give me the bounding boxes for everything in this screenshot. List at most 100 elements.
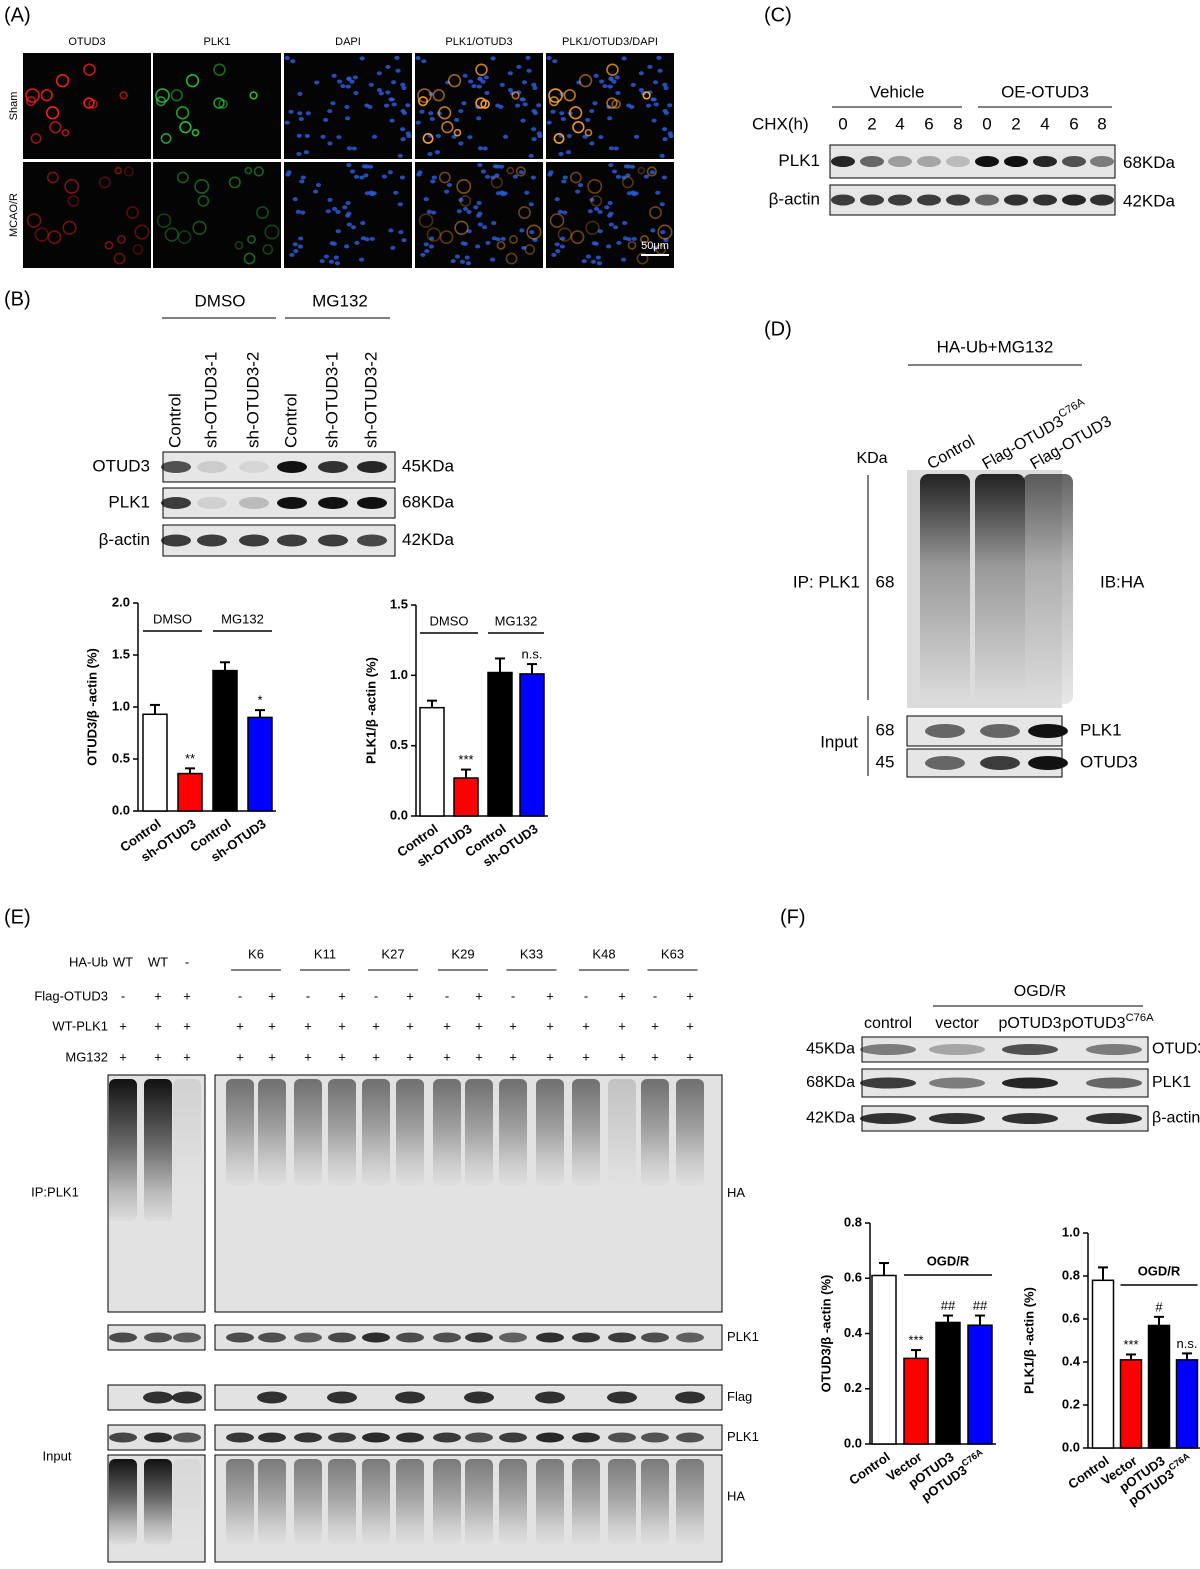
blot-size: 42KDa	[402, 530, 455, 549]
smear	[328, 1079, 356, 1186]
nucleus	[475, 244, 481, 249]
cell	[439, 230, 454, 245]
nucleus	[359, 56, 365, 61]
lane-label: sh-OTUD3-1	[322, 352, 341, 448]
nucleus	[299, 179, 305, 184]
band	[318, 534, 348, 547]
nucleus	[550, 109, 556, 114]
blot-name: OTUD3	[1152, 1041, 1200, 1058]
nucleus	[522, 102, 528, 107]
group-label: OGD/R	[927, 1253, 970, 1268]
cell	[83, 63, 96, 76]
y-tick-label: 0.5	[390, 737, 408, 752]
column-title: PLK1	[204, 36, 231, 48]
lane-label: Control	[165, 393, 184, 448]
bar	[487, 671, 513, 817]
nucleus	[328, 259, 335, 264]
cell	[155, 88, 170, 103]
significance-label: ***	[908, 1333, 923, 1348]
cell	[234, 240, 244, 250]
row-title: Sham	[8, 92, 20, 121]
nucleus	[431, 175, 437, 180]
nucleus	[604, 205, 610, 210]
cell	[569, 171, 582, 184]
nucleus	[476, 116, 482, 121]
y-tick-label: 1.0	[112, 698, 130, 713]
y-tick-label: 0.0	[844, 1435, 862, 1450]
smear	[173, 1459, 201, 1545]
band	[860, 1113, 916, 1124]
nucleus	[524, 190, 530, 195]
cell	[247, 235, 256, 244]
nucleus	[532, 110, 539, 115]
input-label: Input	[820, 732, 858, 751]
cell	[126, 206, 139, 220]
nucleus	[554, 197, 560, 202]
nucleus	[320, 134, 326, 139]
nucleus	[633, 191, 639, 196]
row-label: MG132	[65, 1049, 108, 1064]
smear	[499, 1459, 527, 1545]
nucleus	[484, 90, 490, 95]
column-title: OTUD3	[68, 36, 105, 48]
nucleus	[483, 75, 489, 80]
cell	[432, 89, 445, 102]
cell	[636, 252, 649, 265]
band	[357, 461, 387, 473]
cell	[459, 195, 472, 207]
nucleus	[607, 213, 613, 218]
band	[327, 1391, 357, 1404]
nucleus	[581, 259, 587, 264]
blot-name: PLK1	[727, 1329, 759, 1344]
nucleus	[502, 134, 509, 139]
smear	[572, 1459, 600, 1545]
row-label: WT-PLK1	[52, 1018, 108, 1033]
blot-name: OTUD3	[92, 456, 150, 475]
nucleus	[458, 197, 464, 202]
cell	[49, 121, 62, 134]
nucleus	[607, 116, 613, 121]
nucleus	[395, 68, 401, 73]
nucleus	[352, 75, 358, 80]
blot-size: 68KDa	[1123, 153, 1176, 172]
nucleus	[606, 244, 612, 249]
band	[144, 1332, 172, 1343]
bar	[142, 713, 168, 812]
cell	[134, 224, 150, 240]
nucleus	[331, 206, 338, 211]
band	[1004, 156, 1028, 167]
condition-sign: +	[618, 1049, 626, 1064]
nucleus	[401, 110, 408, 115]
smear	[920, 474, 970, 704]
nucleus	[390, 245, 396, 250]
band	[239, 461, 269, 473]
bar	[1091, 1279, 1115, 1449]
band	[328, 1332, 356, 1343]
nucleus	[520, 118, 526, 123]
band	[676, 1432, 704, 1443]
nucleus	[590, 259, 597, 264]
nucleus	[660, 230, 666, 235]
cell	[262, 244, 274, 255]
nucleus	[431, 210, 437, 215]
condition-sign: +	[268, 1049, 276, 1064]
nucleus	[546, 120, 552, 125]
band	[860, 1077, 916, 1089]
band	[277, 461, 307, 473]
nucleus	[608, 222, 614, 227]
y-tick-label: 0.4	[1062, 1353, 1081, 1368]
nucleus	[614, 75, 620, 80]
cell	[627, 240, 637, 250]
nucleus	[446, 183, 453, 188]
blot-size: 42KDa	[806, 1110, 855, 1127]
band	[1090, 194, 1114, 206]
condition-sign: +	[183, 1018, 191, 1033]
nucleus	[502, 191, 508, 196]
nucleus	[454, 117, 460, 122]
nucleus	[480, 169, 487, 174]
lane-label: control	[864, 1015, 912, 1032]
nucleus	[401, 86, 407, 91]
condition-sign: +	[372, 1049, 380, 1064]
nucleus	[466, 229, 472, 234]
cell	[175, 106, 190, 120]
